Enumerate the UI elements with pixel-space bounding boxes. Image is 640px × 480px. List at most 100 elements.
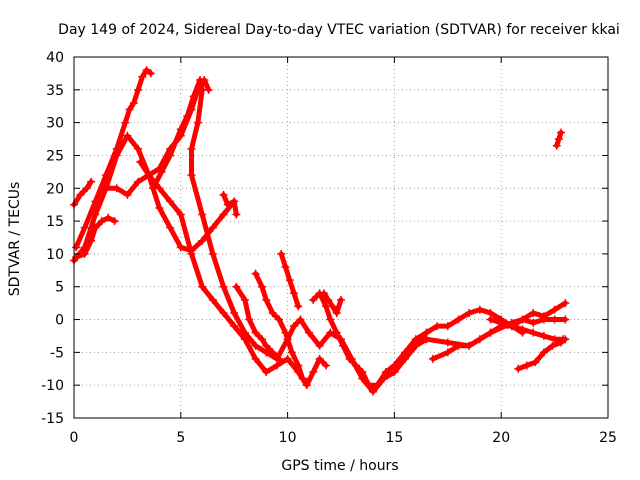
data-point [390,361,399,370]
data-point [529,308,538,317]
series-track-11 [277,249,303,311]
x-tick-label: 25 [599,430,617,446]
axis-ticks [73,56,609,419]
data-point [230,197,239,206]
data-point [285,276,294,285]
data-point [369,387,378,396]
data-point [232,282,241,291]
data-point [337,295,345,304]
data-point [187,144,196,153]
data-point [230,308,239,317]
plot-frame [73,56,609,419]
data-point [433,322,442,331]
grid [74,57,608,418]
chart-title: Day 149 of 2024, Sidereal Day-to-day VTE… [58,22,620,38]
data-point [315,341,324,350]
data-point [443,348,452,357]
data-point [72,243,81,252]
data-point [76,190,85,199]
data-point [497,318,506,327]
data-point [251,269,260,278]
data-point [298,374,307,383]
series-track-17 [486,299,570,331]
data-point [196,75,205,84]
data-series [70,66,570,396]
series-line [253,271,310,385]
data-point [268,308,277,317]
data-point [251,341,260,350]
data-point [134,85,143,94]
data-point [561,299,570,308]
series-track-8 [219,190,241,219]
data-point [193,118,202,127]
data-point [230,322,239,331]
data-point [245,315,254,324]
data-point [198,282,207,291]
data-point [275,354,284,363]
y-tick-label: 30 [46,116,64,132]
data-point [208,223,217,232]
data-point [112,184,121,193]
data-point [72,253,81,262]
data-point [110,217,119,226]
series-track-18 [514,335,570,373]
data-point [208,249,217,258]
data-point [309,295,318,304]
x-tick-label: 0 [70,430,79,446]
y-tick-label: 10 [46,247,64,263]
data-point [257,335,266,344]
data-point [454,315,463,324]
y-tick-label: 20 [46,181,64,197]
data-point [138,72,147,81]
data-point [294,361,303,370]
x-tick-label: 5 [176,430,185,446]
data-point [550,335,559,344]
data-point [304,328,313,337]
y-tick-label: 15 [46,214,64,230]
data-point [144,171,153,180]
data-point [166,151,175,160]
data-point [548,341,557,350]
data-point [123,131,132,140]
data-point [91,223,100,232]
data-point [358,368,367,377]
data-point [322,361,331,370]
x-axis-label: GPS time / hours [281,458,398,474]
y-tick-label: 0 [55,313,64,329]
series-track-19 [552,128,566,150]
data-point [518,315,527,324]
data-point [296,315,305,324]
data-point [157,167,166,176]
data-point [539,348,548,357]
data-point [232,210,241,219]
data-point [223,200,232,209]
series-track-9 [232,282,284,363]
data-point [80,249,89,258]
data-point [281,328,290,337]
data-point [465,308,474,317]
data-point [364,381,373,390]
x-tick-labels: 0 5 10 15 20 25 [70,430,617,446]
data-point [198,236,207,245]
data-point [198,210,207,219]
data-point [326,315,335,324]
data-point [529,318,538,327]
data-point [176,210,185,219]
data-point [166,223,175,232]
data-point [102,184,111,193]
series-line [71,179,94,208]
data-point [373,381,382,390]
data-point [319,289,328,298]
data-point [283,354,292,363]
data-point [514,364,523,373]
data-point [208,295,217,304]
data-point [557,338,566,347]
data-point [290,322,299,331]
data-point [302,377,311,386]
data-point [507,322,516,331]
data-point [315,354,324,363]
data-point [287,348,296,357]
data-point [401,348,410,357]
y-tick-label: -10 [41,378,64,394]
data-point [554,135,563,144]
